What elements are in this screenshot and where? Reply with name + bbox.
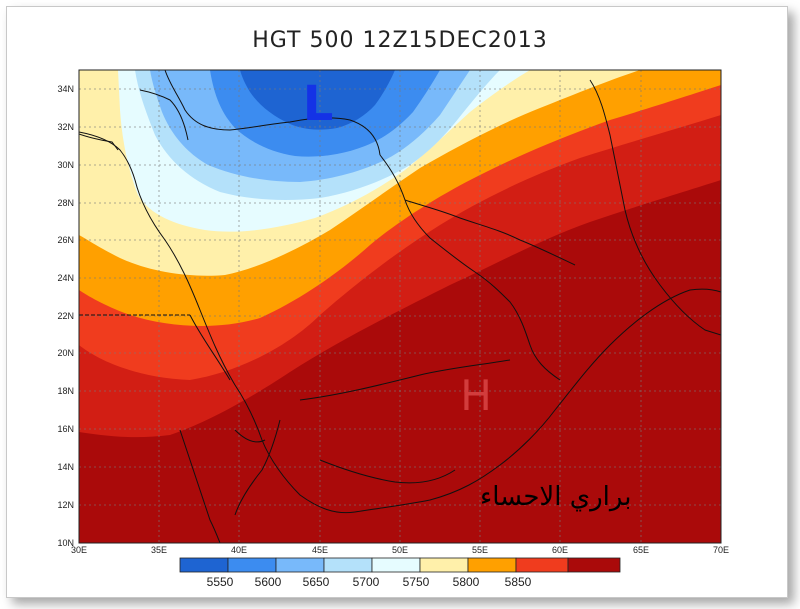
- lat-lon-grid: [79, 70, 721, 543]
- colorbar-swatch: [567, 557, 621, 573]
- lon-label: 45E: [312, 545, 328, 555]
- lon-label: 50E: [392, 545, 408, 555]
- colorbar-labels: 5550 5600 5650 5700 5750 5800 5850: [207, 575, 532, 589]
- colorbar: [179, 557, 621, 573]
- colorbar-swatch: [323, 557, 373, 573]
- lat-label: 22N: [57, 311, 74, 321]
- lon-label: 55E: [472, 545, 488, 555]
- lon-label: 30E: [71, 545, 87, 555]
- colorbar-swatch: [515, 557, 569, 573]
- lat-label: 10N: [57, 538, 74, 548]
- lon-label: 65E: [633, 545, 649, 555]
- colorbar-swatch: [179, 557, 229, 573]
- lat-label: 34N: [57, 84, 74, 94]
- lat-label: 26N: [57, 235, 74, 245]
- colorbar-label: 5650: [303, 575, 330, 589]
- watermark-text: براري الاحساء: [480, 482, 632, 512]
- lon-label: 70E: [713, 545, 729, 555]
- lon-label: 35E: [151, 545, 167, 555]
- colorbar-swatch: [419, 557, 469, 573]
- colorbar-label: 5600: [255, 575, 282, 589]
- colorbar-swatch: [371, 557, 421, 573]
- map-border: [78, 69, 722, 544]
- contour-fills: [79, 70, 721, 543]
- lat-labels: 34N 32N 30N 28N 26N 24N 22N 20N 18N 16N …: [57, 84, 74, 548]
- colorbar-label: 5850: [505, 575, 532, 589]
- band-5400: [240, 70, 395, 130]
- colorbar-swatch: [275, 557, 325, 573]
- colorbar-label: 5550: [207, 575, 234, 589]
- lat-label: 14N: [57, 462, 74, 472]
- lat-label: 28N: [57, 198, 74, 208]
- colorbar-label: 5700: [353, 575, 380, 589]
- lat-label: 24N: [57, 273, 74, 283]
- lat-label: 20N: [57, 348, 74, 358]
- lat-label: 18N: [57, 386, 74, 396]
- lat-label: 32N: [57, 122, 74, 132]
- low-pressure-label: L: [303, 76, 334, 132]
- lon-label: 60E: [552, 545, 568, 555]
- colorbar-label: 5800: [453, 575, 480, 589]
- map-title: HGT 500 12Z15DEC2013: [252, 28, 548, 53]
- colorbar-swatch: [227, 557, 277, 573]
- coastlines: [79, 70, 721, 543]
- colorbar-label: 5750: [403, 575, 430, 589]
- lat-label: 30N: [57, 160, 74, 170]
- lon-label: 40E: [231, 545, 247, 555]
- lat-label: 12N: [57, 500, 74, 510]
- high-pressure-label: H: [460, 371, 492, 420]
- colorbar-swatch: [467, 557, 517, 573]
- lat-label: 16N: [57, 424, 74, 434]
- lon-labels: 30E 35E 40E 45E 50E 55E 60E 65E 70E: [71, 545, 729, 555]
